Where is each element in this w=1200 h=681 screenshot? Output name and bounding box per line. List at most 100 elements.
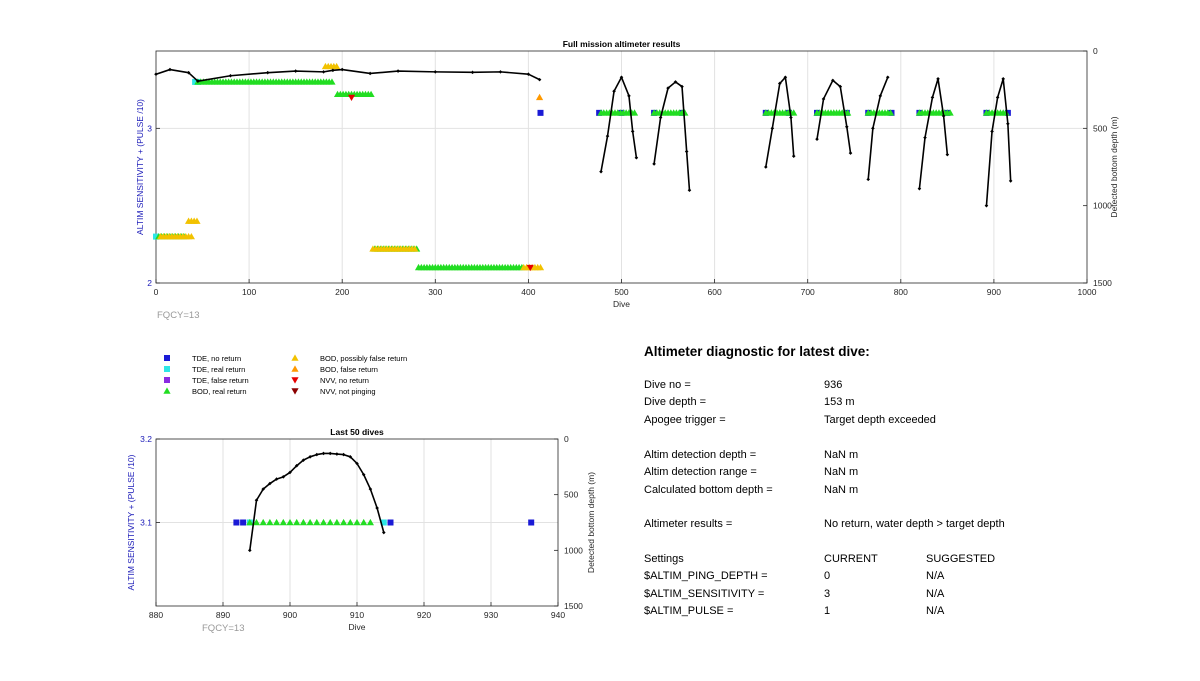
- y2-tick-label: 500: [564, 490, 578, 500]
- legend-item: TDE, no return: [164, 354, 241, 363]
- depth-point: [368, 71, 372, 76]
- diag-value: NaN m: [824, 466, 859, 478]
- depth-point: [1008, 179, 1013, 183]
- legend-marker: [164, 366, 170, 372]
- depth-point: [936, 77, 940, 81]
- data-point: [193, 217, 201, 224]
- diag-value: 153 m: [824, 396, 855, 408]
- y2-tick-label: 1500: [564, 601, 583, 611]
- x-tick-label: 900: [283, 610, 297, 620]
- depth-point: [838, 84, 843, 89]
- data-point: [252, 518, 261, 526]
- x-tick-label: 930: [484, 610, 498, 620]
- x-axis-label: Dive: [348, 622, 365, 632]
- y-tick-label: 3: [147, 123, 152, 133]
- legend-marker: [291, 365, 299, 372]
- data-point: [347, 94, 356, 101]
- depth-point: [288, 470, 292, 475]
- setting-current: 1: [824, 605, 831, 617]
- y2-tick-label: 500: [1093, 123, 1107, 133]
- data-point: [333, 62, 341, 70]
- depth-trace-line: [918, 78, 949, 189]
- depth-point: [335, 452, 339, 456]
- depth-point: [789, 115, 793, 120]
- y2-tick-label: 1000: [564, 545, 583, 555]
- x-tick-label: 910: [350, 610, 364, 620]
- y2-tick-label: 1500: [1093, 278, 1112, 288]
- depth-point: [652, 162, 656, 166]
- depth-trace-line: [653, 81, 691, 191]
- data-point: [279, 518, 287, 526]
- setting-label: $ALTIM_PULSE =: [644, 605, 734, 617]
- depth-point: [871, 126, 875, 131]
- depth-point: [634, 155, 639, 160]
- data-point: [333, 518, 341, 526]
- legend-marker: [163, 387, 171, 394]
- diag-label: Altimeter results =: [644, 518, 733, 530]
- data-point: [306, 518, 314, 526]
- depth-point: [821, 97, 826, 101]
- data-point: [240, 519, 247, 526]
- depth-point: [368, 487, 373, 491]
- depth-trace-segment: [652, 80, 692, 192]
- series-bod-real-return: [155, 78, 1010, 271]
- legend: TDE, no return TDE, real return TDE, false…: [163, 354, 407, 396]
- depth-trace-segment: [764, 75, 796, 169]
- depth-point: [361, 472, 366, 477]
- depth-point: [315, 452, 319, 457]
- data-point: [340, 518, 348, 526]
- data-point: [411, 245, 419, 252]
- data-point: [273, 518, 281, 526]
- depth-point: [658, 115, 663, 120]
- depth-point: [498, 70, 503, 74]
- fqcy-annotation: FQCY=13: [202, 623, 245, 634]
- data-point: [246, 518, 254, 526]
- depth-point: [254, 498, 259, 503]
- x-tick-label: 1000: [1078, 287, 1097, 297]
- data-point: [233, 519, 240, 526]
- depth-trace-line: [249, 452, 385, 551]
- x-tick-label: 700: [801, 287, 815, 297]
- depth-point: [783, 75, 788, 80]
- depth-point: [261, 487, 265, 491]
- depth-point: [526, 72, 531, 76]
- series-bod-false-return: [535, 93, 544, 101]
- legend-marker: [291, 354, 299, 361]
- depth-point: [619, 75, 624, 80]
- chart-title: Last 50 dives: [330, 427, 384, 437]
- legend-item: BOD, real return: [163, 387, 247, 396]
- depth-trace-line: [867, 76, 889, 180]
- depth-point: [945, 152, 950, 157]
- depth-point: [990, 129, 994, 134]
- data-point: [844, 109, 852, 116]
- diag-value: NaN m: [824, 449, 859, 461]
- depth-point: [348, 455, 353, 459]
- data-point: [537, 109, 544, 116]
- depth-trace-line: [816, 79, 852, 154]
- legend-label: BOD, possibly false return: [320, 354, 407, 363]
- setting-suggested: N/A: [926, 588, 945, 600]
- setting-current: 3: [824, 588, 831, 600]
- diag-label: Calculated bottom depth =: [644, 484, 773, 496]
- data-point: [380, 519, 387, 526]
- depth-point: [537, 77, 542, 82]
- data-point: [360, 518, 368, 526]
- depth-point: [878, 94, 883, 98]
- depth-point: [308, 455, 312, 459]
- depth-trace-segment: [917, 77, 950, 191]
- series-nvv-no-return: [347, 94, 534, 272]
- diag-label: Altim detection depth =: [644, 449, 757, 461]
- legend-marker: [291, 388, 299, 395]
- chart-title: Full mission altimeter results: [563, 39, 681, 49]
- depth-point: [930, 95, 935, 100]
- x-tick-label: 0: [154, 287, 159, 297]
- data-point: [328, 78, 336, 85]
- settings-header-suggested: SUGGESTED: [926, 553, 996, 565]
- depth-point: [228, 73, 233, 78]
- depth-point: [1006, 121, 1010, 126]
- diag-row-bottom-depth: Calculated bottom depth = NaN m: [644, 484, 1184, 498]
- settings-header-label: Settings: [644, 553, 684, 565]
- depth-point: [196, 79, 200, 83]
- data-point: [153, 233, 159, 240]
